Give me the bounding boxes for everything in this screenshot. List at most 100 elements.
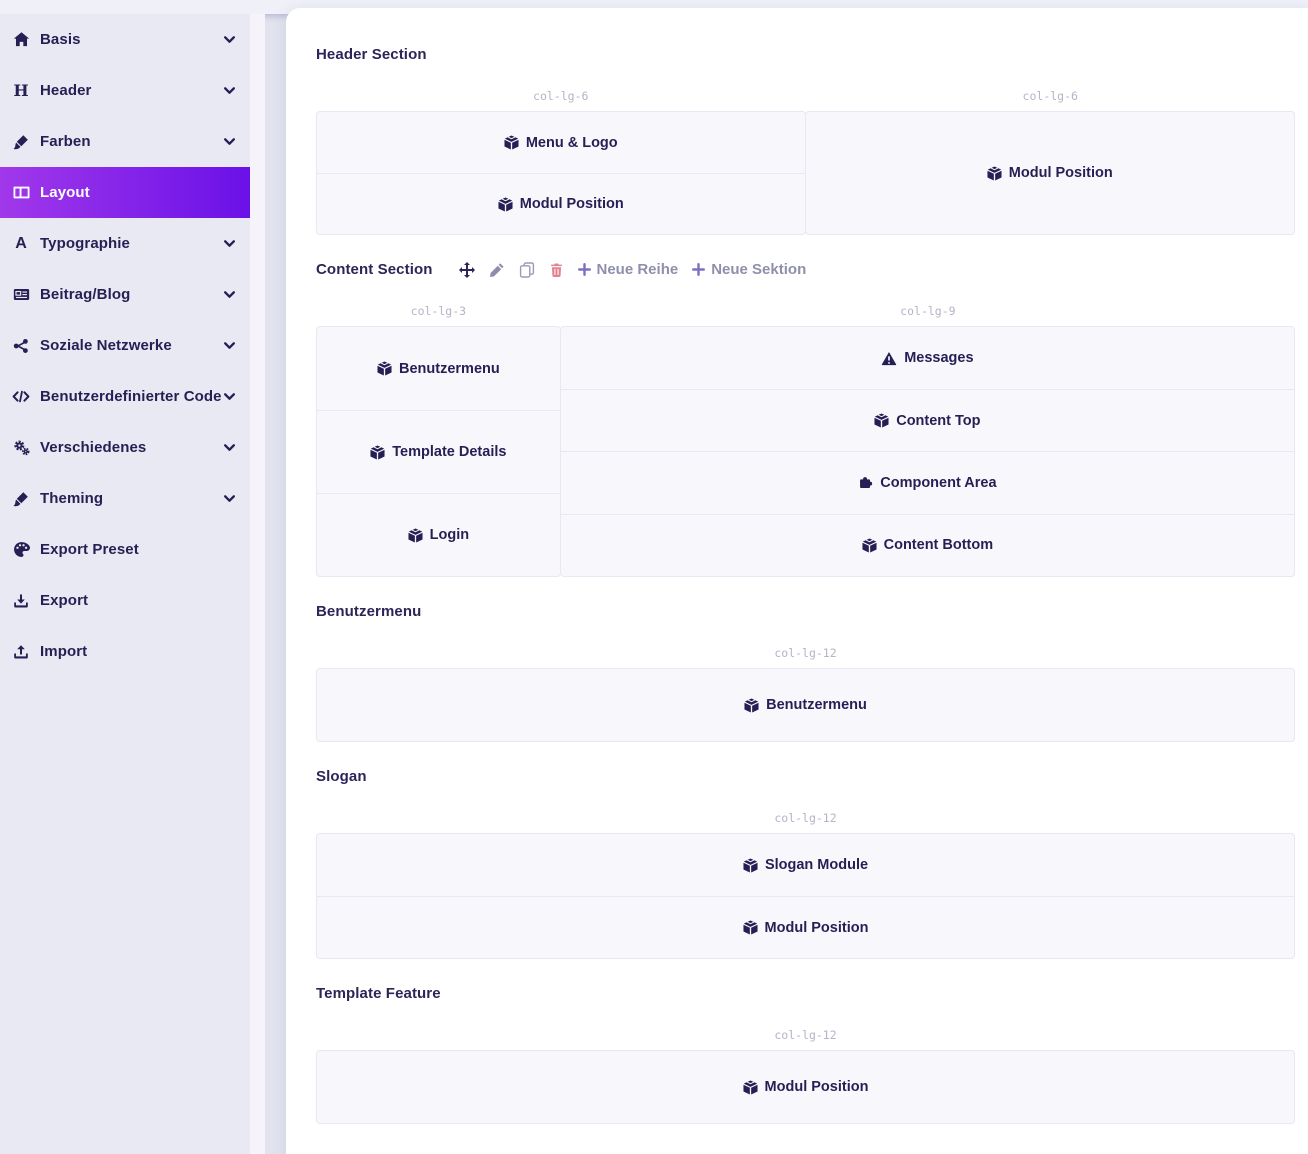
sidebar-item-typographie[interactable]: A Typographie [0,218,250,269]
palette-icon [10,541,32,558]
add-section-button[interactable]: Neue Sektion [692,261,806,278]
cube-icon [377,361,392,376]
sidebar: Basis H Header Farben Layout A Typograph… [0,14,250,1154]
add-row-label: Neue Reihe [596,261,679,278]
module-menu-logo[interactable]: Menu & Logo [317,112,805,173]
sidebar-item-beitrag-blog[interactable]: Beitrag/Blog [0,269,250,320]
section-template-feature: Template Feature col-lg-12 Modul Positio… [316,985,1295,1124]
module-component-area[interactable]: Component Area [560,451,1294,513]
sidebar-item-label: Soziale Netzwerke [40,337,172,354]
section-title: Content Section [316,261,433,278]
column-size-label: col-lg-9 [900,304,956,318]
layout-builder-panel: Header Section col-lg-6 Menu & Logo Modu… [286,8,1308,1154]
column-size-label: col-lg-3 [410,304,467,318]
module-label: Modul Position [1008,165,1113,181]
module-label: Component Area [880,474,997,491]
module-messages[interactable]: Messages [561,327,1294,389]
cube-icon [370,444,385,460]
sidebar-scrollbar[interactable] [250,14,265,1154]
section-slogan: Slogan col-lg-12 Slogan Module Modul Pos… [316,768,1295,959]
sidebar-item-import[interactable]: Import [0,626,250,677]
newspaper-icon [10,286,32,303]
paintbrush-icon [10,134,32,150]
module-label: Benutzermenu [766,697,867,713]
warning-icon [881,351,897,366]
heading-icon: H [13,80,29,100]
sidebar-item-label: Theming [40,490,104,507]
sidebar-item-label: Import [40,643,88,660]
move-icon[interactable] [458,261,475,278]
cube-icon [408,527,423,543]
module-modul-position[interactable]: Modul Position [317,173,805,234]
module-label: Modul Position [764,919,869,936]
sidebar-item-soziale-netzwerke[interactable]: Soziale Netzwerke [0,320,250,371]
sidebar-item-header[interactable]: H Header [0,65,250,116]
cube-icon [744,697,759,713]
module-content-top[interactable]: Content Top [560,389,1294,451]
sidebar-item-farben[interactable]: Farben [0,116,250,167]
section-title: Slogan [316,768,367,785]
column: Menu & Logo Modul Position [316,111,806,235]
upload-icon [10,644,32,660]
cube-icon [743,920,758,935]
chevron-down-icon [223,135,236,148]
column-size-label: col-lg-6 [533,89,589,103]
sidebar-item-label: Farben [40,133,91,150]
column-size-label: col-lg-12 [774,646,837,660]
cube-icon [504,135,519,150]
module-label: Content Top [896,412,981,429]
chevron-down-icon [223,339,236,352]
sidebar-item-basis[interactable]: Basis [0,14,250,65]
column: Slogan Module Modul Position [316,833,1295,959]
sidebar-item-export-preset[interactable]: Export Preset [0,524,250,575]
module-template-details[interactable]: Template Details [317,410,560,493]
module-login[interactable]: Login [317,493,560,576]
section-title: Header Section [316,46,427,63]
sidebar-item-label: Header [40,82,92,99]
plus-icon [692,263,706,276]
trash-icon[interactable] [549,262,564,278]
module-slogan-module[interactable]: Slogan Module [317,834,1294,896]
sidebar-item-theming[interactable]: Theming [0,473,250,524]
module-label: Modul Position [764,1079,869,1095]
column: Benutzermenu [316,668,1295,742]
chevron-down-icon [223,237,236,250]
module-label: Modul Position [519,196,624,212]
column: Benutzermenu Template Details Login [316,326,561,577]
sidebar-item-label: Export [40,592,89,609]
cube-icon [862,538,877,553]
module-label: Menu & Logo [525,134,618,151]
cube-icon [874,413,889,428]
module-modul-position[interactable]: Modul Position [806,112,1295,234]
copy-icon[interactable] [519,261,535,278]
module-benutzermenu[interactable]: Benutzermenu [317,669,1294,741]
columns-icon [10,184,32,201]
module-label: Login [429,527,470,543]
sidebar-item-label: Benutzerdefinierter Code [40,388,222,405]
sidebar-item-verschiedenes[interactable]: Verschiedenes [0,422,250,473]
sidebar-item-layout[interactable]: Layout [0,167,250,218]
sidebar-item-benutzerdefinierter-code[interactable]: Benutzerdefinierter Code [0,371,250,422]
chevron-down-icon [223,390,236,403]
download-icon [10,593,32,609]
cube-icon [743,857,758,873]
column: Modul Position [804,111,1295,235]
edit-pencil-icon[interactable] [489,262,505,278]
module-benutzermenu[interactable]: Benutzermenu [317,327,560,410]
module-modul-position[interactable]: Modul Position [317,896,1294,958]
sidebar-item-label: Verschiedenes [40,439,147,456]
add-section-label: Neue Sektion [711,261,807,278]
column: Messages Content Top Component Area Cont… [559,326,1295,577]
module-content-bottom[interactable]: Content Bottom [560,513,1294,576]
module-modul-position[interactable]: Modul Position [317,1051,1294,1123]
chevron-down-icon [223,33,236,46]
section-benutzermenu: Benutzermenu col-lg-12 Benutzermenu [316,603,1295,742]
sidebar-item-export[interactable]: Export [0,575,250,626]
paintbrush-icon [10,491,32,507]
column: Modul Position [316,1050,1295,1124]
add-row-button[interactable]: Neue Reihe [577,261,679,278]
share-icon [10,338,32,354]
puzzle-icon [858,475,873,490]
section-title: Benutzermenu [316,603,422,620]
gears-icon [10,439,32,456]
